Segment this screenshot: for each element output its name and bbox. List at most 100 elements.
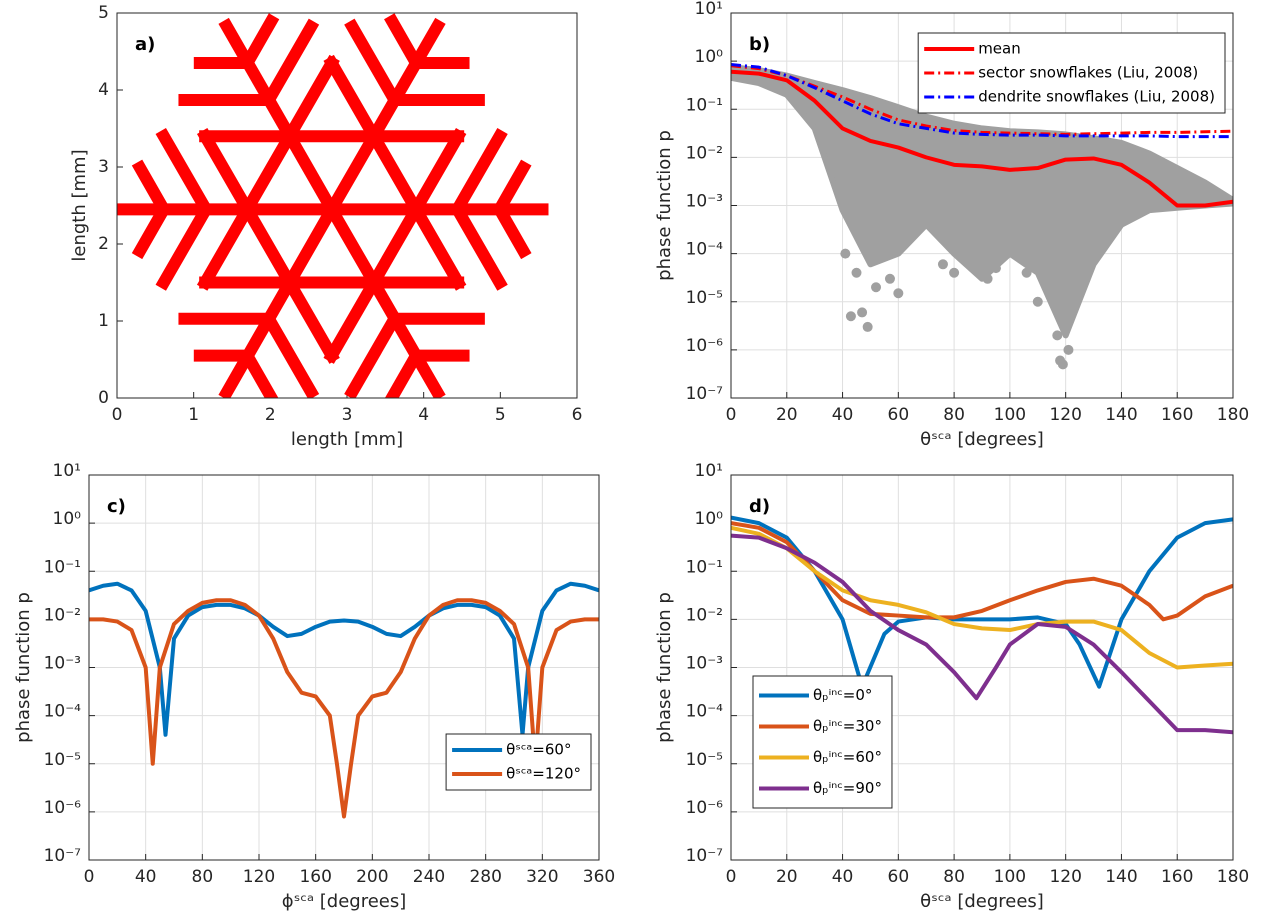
panel-label: b) xyxy=(749,34,770,55)
x-axis-label: θˢᶜᵃ [degrees] xyxy=(920,429,1044,450)
x-tick-label: 120 xyxy=(243,867,275,887)
y-tick-label: 10⁻⁷ xyxy=(686,846,724,866)
x-tick-label: 240 xyxy=(413,867,445,887)
snowflake-segment xyxy=(260,18,320,109)
x-tick-label: 360 xyxy=(583,867,615,887)
snowflake-segment xyxy=(344,310,403,398)
series-line xyxy=(89,598,599,819)
x-tick-label: 80 xyxy=(943,405,965,425)
scatter-point xyxy=(857,307,868,318)
scatter-point xyxy=(1063,344,1074,355)
y-tick-label: 1 xyxy=(98,311,109,331)
x-tick-label: 20 xyxy=(776,405,798,425)
y-tick-label: 10¹ xyxy=(695,461,723,481)
axes-frame xyxy=(116,12,578,399)
panel-label: d) xyxy=(749,496,770,517)
x-tick-label: 40 xyxy=(135,867,157,887)
legend-label: θˢᶜᵃ=60° xyxy=(506,741,571,759)
series-line xyxy=(731,63,1233,139)
panel: 0 40 80 120 160 200 240 280 320 360 10⁻⁷ 10⁻⁶ 10⁻⁵ 10… xyxy=(13,461,615,912)
x-tick-label: 60 xyxy=(888,867,910,887)
legend: mean sector snowflakes (Liu, 2008) dendrit… xyxy=(917,32,1226,114)
legend-label: θₚⁱⁿᶜ=60° xyxy=(813,748,882,766)
snowflake-segment xyxy=(131,201,172,260)
panel: 0 1 2 3 4 5 6 0 1 2 3 4 5 a) length [mm] length [mm] xyxy=(69,3,582,450)
scatter-point xyxy=(851,267,862,278)
y-tick-label: 10⁰ xyxy=(53,509,82,529)
snowflake-segment xyxy=(344,18,403,109)
panel-label: a) xyxy=(135,34,155,55)
snowflake-segment xyxy=(196,54,340,291)
y-tick-label: 10⁻³ xyxy=(686,654,723,674)
y-tick-label: 10⁻⁶ xyxy=(686,798,724,818)
y-tick-label: 10⁻¹ xyxy=(44,557,81,577)
snowflake-segment xyxy=(323,201,446,398)
x-tick-label: 60 xyxy=(888,405,910,425)
panel: 0 20 40 60 80 100 120 140 160 180 10⁻⁷ 10⁻⁶ 10⁻⁵ 10⁻⁴… xyxy=(654,461,1249,912)
snowflake-segment xyxy=(384,347,425,398)
x-tick-label: 160 xyxy=(1161,405,1193,425)
legend-label: θˢᶜᵃ=120° xyxy=(506,765,581,783)
series-line xyxy=(731,515,1233,689)
axes-frame xyxy=(730,474,1234,861)
snowflake-segment xyxy=(323,17,446,218)
y-tick-label: 5 xyxy=(98,3,109,23)
x-tick-label: 0 xyxy=(726,405,737,425)
x-tick-label: 2 xyxy=(265,405,276,425)
snowflake-segment xyxy=(239,13,280,72)
x-tick-label: 140 xyxy=(1105,867,1137,887)
y-tick-label: 10⁻² xyxy=(686,143,723,163)
y-tick-label: 0 xyxy=(98,388,109,408)
y-tick-label: 10⁻⁷ xyxy=(44,846,82,866)
y-tick-label: 10⁻² xyxy=(686,605,723,625)
series-line xyxy=(731,525,1233,670)
scatter-point xyxy=(1057,359,1068,370)
legend-label: dendrite snowflakes (Liu, 2008) xyxy=(978,88,1215,106)
scatter-point xyxy=(937,259,948,270)
y-tick-label: 10⁻⁶ xyxy=(686,336,724,356)
snowflake-segment xyxy=(323,54,467,291)
y-tick-label: 4 xyxy=(98,80,109,100)
snowflake-segment xyxy=(491,159,532,218)
x-tick-label: 20 xyxy=(776,867,798,887)
x-tick-label: 100 xyxy=(994,405,1026,425)
scatter-point xyxy=(862,321,873,332)
scatter-point xyxy=(845,311,856,322)
scatter-point xyxy=(990,263,1001,274)
x-tick-label: 200 xyxy=(356,867,388,887)
legend-label: θₚⁱⁿᶜ=90° xyxy=(813,779,882,797)
legend-label: mean xyxy=(978,40,1021,58)
data-layer xyxy=(117,13,549,398)
x-tick-label: 180 xyxy=(1217,405,1249,425)
axes-frame xyxy=(730,12,1234,399)
legend: θₚⁱⁿᶜ=0° θₚⁱⁿᶜ=30° θₚⁱⁿᶜ=60° θₚⁱⁿᶜ=90° xyxy=(752,675,893,809)
y-tick-label: 10⁰ xyxy=(695,47,724,67)
snowflake-segment xyxy=(491,201,532,260)
y-axis-label: length [mm] xyxy=(69,149,90,261)
y-tick-label: 10⁻² xyxy=(44,605,81,625)
legend-label: θₚⁱⁿᶜ=0° xyxy=(813,686,872,704)
x-tick-label: 120 xyxy=(1049,405,1081,425)
snowflake-segment xyxy=(196,128,340,364)
x-tick-label: 160 xyxy=(299,867,331,887)
x-tick-label: 1 xyxy=(188,405,199,425)
snowflake-segment xyxy=(239,347,279,398)
axes-frame xyxy=(88,474,600,861)
series-line xyxy=(89,581,599,737)
x-tick-label: 140 xyxy=(1105,405,1137,425)
snowflake-segment xyxy=(449,201,508,291)
snowflake-segment xyxy=(155,201,215,291)
data-layer xyxy=(731,63,1233,370)
y-tick-label: 10⁻³ xyxy=(686,192,723,212)
legend-label: sector snowflakes (Liu, 2008) xyxy=(978,64,1198,82)
y-tick-label: 10⁻³ xyxy=(44,654,81,674)
scatter-point xyxy=(1082,248,1093,259)
y-tick-label: 10¹ xyxy=(695,0,723,19)
x-tick-label: 80 xyxy=(943,867,965,887)
scatter-point xyxy=(982,273,993,284)
x-tick-label: 40 xyxy=(832,867,854,887)
scatter-point xyxy=(884,273,895,284)
y-tick-label: 10⁻⁷ xyxy=(686,384,724,404)
scatter-point xyxy=(840,248,851,259)
